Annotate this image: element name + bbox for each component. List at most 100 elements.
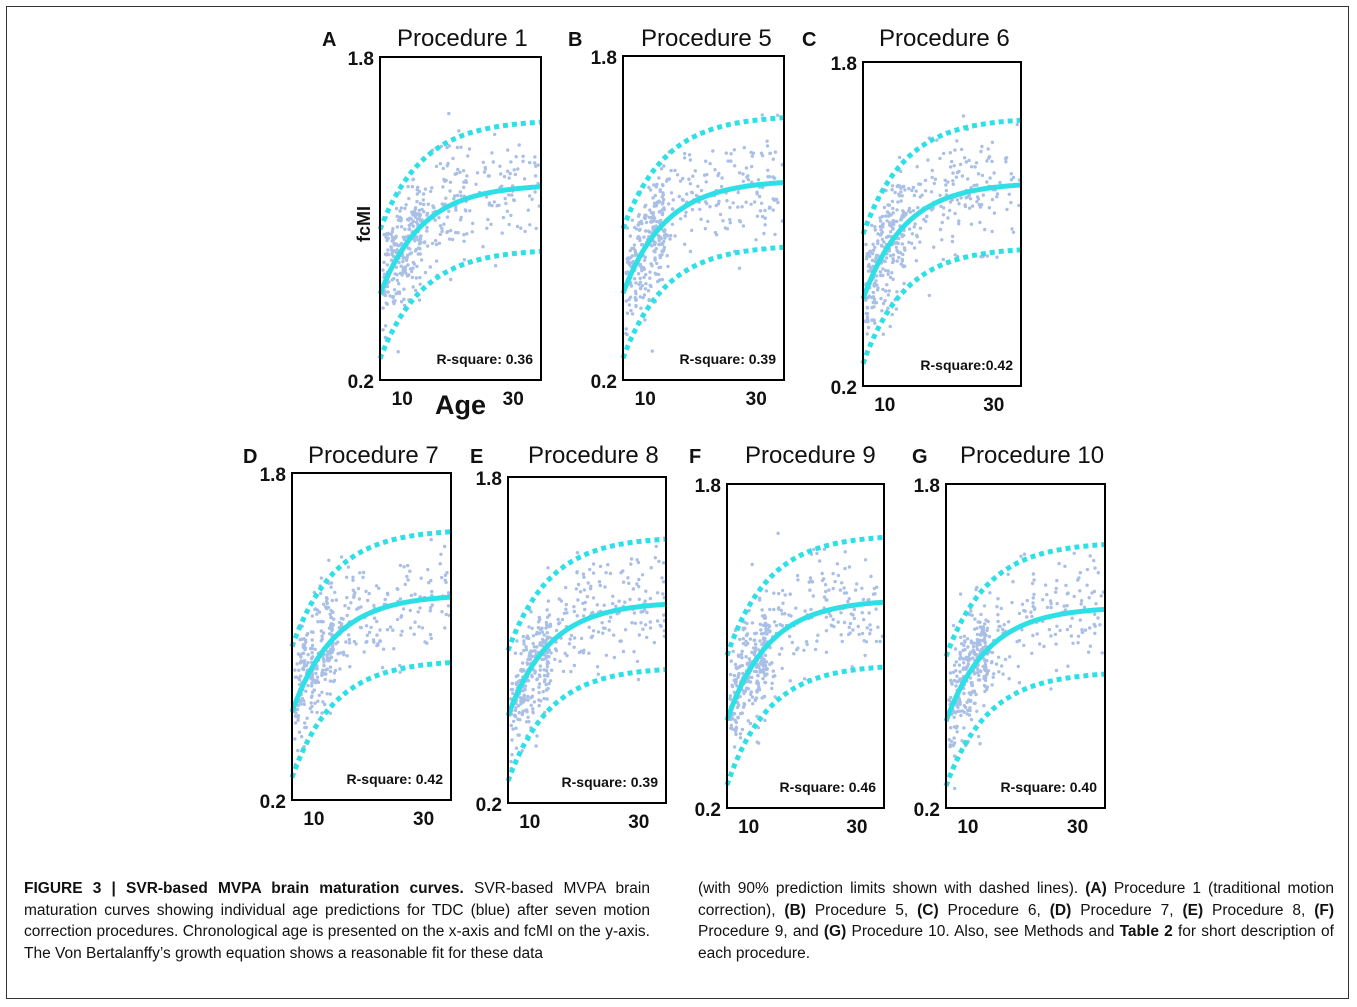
data-point	[866, 269, 871, 273]
data-point	[603, 585, 607, 589]
data-point	[545, 668, 549, 673]
data-point	[745, 661, 750, 665]
caption-right-part: Procedure 10. Also, see Methods and	[846, 923, 1120, 940]
caption-right-part: (B)	[784, 901, 806, 919]
data-point	[311, 630, 315, 634]
data-point	[637, 633, 641, 637]
data-point	[979, 639, 983, 643]
data-point	[439, 144, 443, 149]
data-point	[891, 218, 896, 223]
data-point	[879, 273, 883, 278]
data-point	[1062, 604, 1066, 608]
data-point	[630, 254, 634, 258]
data-point	[596, 630, 601, 634]
data-point	[439, 552, 443, 556]
data-point	[737, 671, 741, 676]
data-point	[887, 234, 891, 238]
data-point	[367, 591, 371, 596]
data-point	[876, 239, 880, 243]
data-point	[458, 170, 462, 174]
data-point	[1049, 602, 1053, 606]
data-point	[660, 195, 664, 199]
data-point	[667, 202, 671, 206]
data-point	[872, 301, 877, 305]
data-point	[978, 625, 983, 629]
data-point	[547, 613, 552, 617]
data-point	[884, 289, 888, 293]
data-point	[449, 277, 453, 282]
panel-letter: B	[568, 29, 582, 51]
data-point	[1023, 609, 1027, 613]
data-point	[754, 238, 758, 242]
data-point	[729, 672, 733, 677]
data-point	[871, 592, 876, 596]
data-point	[507, 176, 511, 180]
data-point	[329, 615, 333, 620]
data-point	[888, 324, 892, 329]
data-point	[533, 190, 537, 194]
data-point	[648, 270, 652, 274]
data-point	[652, 183, 656, 187]
data-point	[334, 598, 339, 602]
data-point	[875, 274, 879, 278]
data-point	[948, 743, 952, 747]
data-point	[930, 168, 934, 173]
data-point	[890, 184, 895, 188]
data-point	[333, 668, 338, 673]
data-point	[728, 205, 732, 210]
data-point	[940, 220, 944, 225]
data-point	[885, 283, 889, 287]
data-point	[688, 249, 693, 254]
data-point	[946, 216, 950, 220]
data-point	[968, 676, 973, 680]
data-point	[962, 156, 967, 160]
data-point	[623, 628, 628, 632]
data-point	[347, 641, 352, 645]
data-point	[741, 671, 745, 676]
data-point	[754, 669, 759, 674]
data-point	[1007, 677, 1011, 681]
data-point	[345, 613, 349, 618]
data-point	[416, 610, 420, 614]
data-point	[961, 648, 965, 653]
data-point	[963, 204, 968, 209]
data-point	[938, 227, 943, 232]
data-point	[950, 159, 954, 164]
data-point	[968, 206, 972, 210]
data-point	[328, 692, 332, 696]
data-point	[951, 743, 955, 748]
data-point	[653, 193, 657, 198]
data-point	[523, 697, 527, 701]
r-square-label: R-square:0.42	[920, 357, 1013, 373]
data-point	[985, 628, 989, 633]
data-point	[386, 236, 390, 240]
data-point	[636, 677, 641, 682]
data-point	[1049, 605, 1053, 610]
data-point	[409, 593, 414, 598]
data-point	[760, 214, 765, 219]
data-point	[869, 574, 873, 579]
data-point	[1054, 642, 1058, 646]
data-point	[952, 715, 956, 719]
data-point	[639, 265, 643, 269]
data-point	[832, 624, 836, 629]
data-point	[788, 679, 792, 683]
data-point	[871, 242, 875, 246]
data-point	[652, 640, 657, 645]
data-point	[404, 271, 408, 275]
data-point	[874, 279, 878, 283]
data-point	[497, 203, 501, 207]
data-point	[522, 693, 526, 697]
data-point	[324, 668, 328, 672]
data-point	[519, 652, 523, 656]
data-point	[408, 267, 413, 271]
data-point	[890, 312, 894, 317]
data-point	[402, 297, 406, 301]
data-point	[660, 576, 664, 580]
data-point	[968, 706, 972, 710]
data-point	[347, 606, 351, 610]
data-point	[699, 217, 703, 221]
data-point	[310, 614, 315, 618]
data-point	[816, 633, 820, 637]
data-point	[581, 601, 585, 606]
